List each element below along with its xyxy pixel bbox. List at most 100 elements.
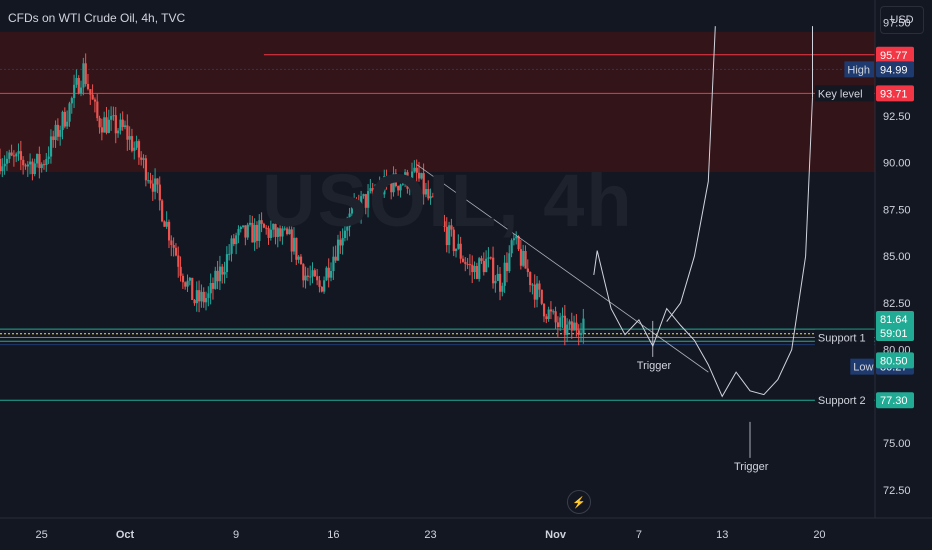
candle-body [107, 119, 110, 133]
candle-body [135, 141, 138, 148]
candle-body [225, 254, 229, 273]
candle-body [540, 289, 543, 304]
candle-body [218, 266, 222, 282]
candle-body [468, 264, 472, 266]
candle-body [531, 284, 534, 286]
candle-body [121, 119, 124, 128]
candle-body [552, 311, 555, 313]
candle-body [515, 236, 518, 239]
candle-body [489, 257, 492, 259]
trendline [416, 164, 709, 373]
candle-body [309, 276, 312, 278]
candle-body [188, 277, 192, 281]
candle-body [137, 141, 141, 158]
candle-body [526, 268, 529, 273]
lightning-icon[interactable]: ⚡ [567, 490, 591, 514]
candle-body [112, 115, 115, 117]
candle-body [582, 318, 585, 334]
date-tick-label: Nov [545, 529, 567, 541]
candle-body [237, 229, 240, 236]
candle-body [170, 240, 173, 245]
candle-body [441, 216, 444, 222]
candle-body [459, 243, 462, 259]
live-price-bg [876, 311, 914, 342]
level-label: Support 1 [818, 333, 866, 345]
candle-body [542, 303, 546, 317]
candle-body [406, 172, 409, 189]
trigger-label: Trigger [637, 360, 672, 372]
candle-body [561, 315, 564, 318]
candle-body [566, 324, 569, 335]
price-tag-bg [876, 46, 914, 63]
candle-body [339, 239, 342, 246]
candle-body [401, 183, 404, 185]
candle-body [559, 317, 562, 328]
candle-body [56, 124, 60, 137]
candle-body [538, 283, 541, 290]
candle-body [297, 256, 300, 260]
candle-body [327, 267, 330, 278]
candle-body [147, 180, 150, 182]
candle-body [156, 178, 159, 185]
candle-body [3, 163, 6, 167]
level-label: High [847, 64, 870, 76]
candle-body [404, 172, 407, 184]
candle-body [346, 226, 349, 231]
candle-body [269, 229, 273, 238]
candle-body [258, 220, 261, 241]
candle-body [22, 159, 25, 166]
price-tag-bg [876, 61, 914, 78]
candle-body [510, 240, 513, 254]
level-label: Support 2 [818, 395, 866, 407]
candle-body [348, 213, 351, 227]
candle-body [126, 125, 129, 140]
candle-body [281, 228, 284, 237]
price-tick-label: 90.00 [883, 158, 911, 170]
candle-body [434, 197, 437, 207]
candle-body [82, 63, 85, 88]
candle-body [184, 282, 187, 287]
candle-body [63, 111, 67, 127]
candle-body [279, 228, 282, 237]
candle-body [417, 172, 421, 179]
candle-body [522, 250, 525, 266]
bar-countdown: 59:01 [880, 328, 908, 340]
candle-body [394, 173, 398, 187]
candle-body [1, 166, 4, 172]
candle-body [360, 196, 363, 215]
candle-body [193, 299, 196, 304]
candle-body [556, 322, 560, 328]
date-tick-label: 25 [36, 529, 48, 541]
candle-body [387, 181, 391, 183]
candle-body [519, 249, 523, 266]
candle-body [376, 192, 379, 195]
candle-body [397, 186, 400, 191]
level-label-bg [814, 329, 874, 346]
candle-body [177, 255, 180, 267]
date-tick-label: 16 [327, 529, 339, 541]
candle-body [316, 276, 319, 281]
candle-body [61, 111, 64, 131]
candle-body [15, 153, 18, 157]
candle-body [52, 136, 55, 141]
candle-body [267, 228, 270, 238]
candle-body [86, 83, 90, 90]
support-price-tag: 80.50 [880, 355, 908, 367]
level-label-bg [814, 85, 874, 102]
candle-body [47, 156, 50, 159]
candle-body [311, 270, 314, 277]
price-tag: 95.77 [880, 50, 908, 62]
candle-body [355, 200, 358, 205]
price-tag-bg [876, 392, 914, 409]
price-tick-label: 85.00 [883, 251, 911, 263]
candle-body [140, 157, 143, 160]
candle-body [26, 164, 29, 167]
candle-body [336, 239, 340, 261]
candle-body [5, 158, 9, 164]
currency-button[interactable]: USD [880, 6, 924, 34]
candle-body [251, 222, 254, 243]
candle-body [114, 115, 117, 134]
candle-body [380, 185, 384, 195]
candle-body [545, 316, 548, 320]
